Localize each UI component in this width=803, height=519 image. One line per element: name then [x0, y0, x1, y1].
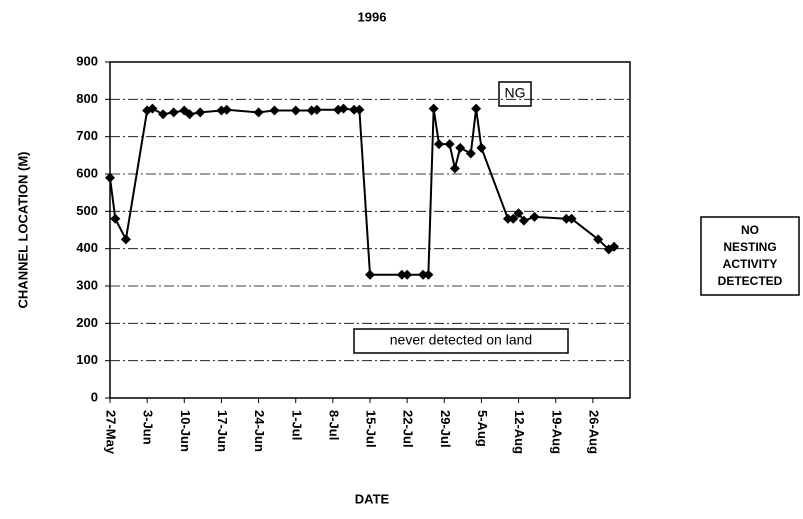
x-tick-label: 24-Jun [252, 410, 267, 452]
annotation: never detected on land [390, 332, 532, 348]
data-point [338, 103, 349, 114]
data-point [311, 104, 322, 115]
data-point [105, 172, 115, 183]
data-point [184, 109, 195, 120]
x-tick-label: 17-Jun [215, 410, 230, 452]
y-tick-label: 0 [91, 389, 98, 404]
data-point [428, 103, 439, 114]
x-tick-label: 8-Jul [326, 410, 341, 440]
data-point [566, 213, 577, 224]
data-point [253, 107, 264, 118]
x-tick-label: 22-Jul [401, 410, 416, 448]
side-note: NO [741, 223, 759, 237]
annotation-box [353, 328, 569, 354]
data-point [561, 213, 572, 224]
x-tick-label: 5-Aug [475, 410, 490, 447]
y-tick-label: 900 [76, 53, 98, 68]
side-note: NESTING [723, 240, 776, 254]
y-tick-label: 700 [76, 128, 98, 143]
data-point [147, 103, 158, 114]
data-point [593, 234, 604, 245]
y-tick-label: 300 [76, 277, 98, 292]
x-tick-label: 12-Aug [512, 410, 527, 454]
y-tick-label: 500 [76, 203, 98, 218]
x-tick-label: 26-Aug [586, 410, 601, 454]
data-point [518, 215, 529, 226]
x-tick-label: 29-Jul [438, 410, 453, 448]
x-tick-label: 10-Jun [178, 410, 193, 452]
annotation: NG [505, 85, 526, 101]
side-note: DETECTED [718, 274, 783, 288]
data-point [529, 211, 540, 222]
x-tick-label: 1-Jul [289, 410, 304, 440]
y-tick-label: 100 [76, 352, 98, 367]
y-tick-label: 800 [76, 91, 98, 106]
data-point [365, 269, 375, 280]
data-point [423, 269, 434, 280]
data-point [508, 213, 519, 224]
x-axis-label: DATE [355, 491, 390, 506]
data-point [195, 107, 206, 118]
y-axis-label: CHANNEL LOCATION (M) [15, 152, 30, 309]
data-point [168, 107, 179, 118]
data-point [455, 142, 466, 153]
data-point [418, 269, 429, 280]
data-point [158, 109, 169, 120]
x-tick-label: 19-Aug [549, 410, 564, 454]
data-point [396, 269, 407, 280]
annotation-box [498, 81, 532, 107]
y-tick-label: 400 [76, 240, 98, 255]
y-tick-label: 600 [76, 165, 98, 180]
series-line [109, 107, 615, 276]
data-point [513, 208, 524, 219]
data-point [471, 103, 482, 114]
data-point [354, 104, 365, 115]
y-tick-label: 200 [76, 315, 98, 330]
data-point [609, 241, 620, 252]
data-point [502, 213, 513, 224]
data-point [476, 142, 487, 153]
data-point [221, 104, 232, 115]
data-point [110, 213, 121, 224]
data-point [402, 269, 413, 280]
data-point [120, 234, 131, 245]
x-tick-label: 27-May [104, 410, 119, 455]
data-point [290, 105, 301, 116]
data-point [444, 139, 455, 150]
x-tick-label: 3-Jun [141, 410, 156, 445]
chart-title: 1996 [358, 9, 387, 24]
side-note: ACTIVITY [723, 257, 778, 271]
data-point [465, 148, 476, 159]
data-point [433, 139, 444, 150]
x-tick-label: 15-Jul [364, 410, 379, 448]
data-point [349, 104, 360, 115]
data-point [449, 163, 460, 174]
side-note-box [700, 216, 800, 296]
data-point [269, 105, 280, 116]
